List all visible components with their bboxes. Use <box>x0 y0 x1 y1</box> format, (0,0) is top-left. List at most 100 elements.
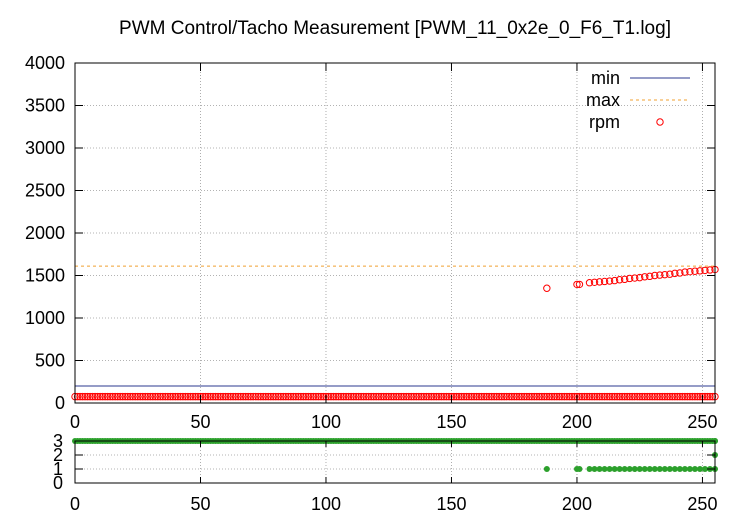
rpm-point <box>681 392 689 401</box>
rpm-point <box>573 280 581 289</box>
rpm-point <box>668 392 677 401</box>
rpm-point <box>101 392 109 401</box>
rpm-point <box>269 392 277 401</box>
rpm-point <box>364 392 373 401</box>
rpm-point <box>485 392 493 401</box>
sub-x-tick-label: 100 <box>311 494 341 514</box>
rpm-point <box>530 392 538 401</box>
state-point <box>616 466 623 472</box>
main-x-tick-label: 200 <box>562 412 592 432</box>
rpm-point <box>344 392 353 401</box>
rpm-point <box>630 274 639 282</box>
rpm-point <box>169 392 177 401</box>
rpm-point <box>671 269 679 278</box>
rpm-point <box>437 392 446 401</box>
rpm-point <box>656 271 664 279</box>
rpm-point <box>636 392 644 401</box>
rpm-point <box>369 392 378 401</box>
rpm-point <box>570 392 579 401</box>
main-y-tick-label: 1000 <box>25 308 65 328</box>
rpm-point <box>681 268 689 276</box>
rpm-point <box>583 392 591 401</box>
rpm-point <box>159 392 167 401</box>
main-x-tick-label: 250 <box>687 412 717 432</box>
rpm-point <box>706 266 714 274</box>
rpm-point <box>538 392 546 401</box>
rpm-point <box>442 392 451 401</box>
state-point <box>576 466 583 472</box>
rpm-point <box>297 392 305 401</box>
rpm-point <box>221 392 230 401</box>
rpm-point <box>678 392 687 401</box>
rpm-point <box>324 392 333 401</box>
rpm-point <box>563 392 571 401</box>
rpm-point <box>91 392 99 401</box>
rpm-point <box>427 392 436 401</box>
rpm-point <box>688 392 697 401</box>
rpm-point <box>646 272 654 281</box>
main-x-tick-label: 0 <box>70 412 80 432</box>
state-point <box>691 466 698 472</box>
rpm-point <box>553 392 561 401</box>
rpm-point <box>149 392 157 401</box>
rpm-point <box>703 392 712 401</box>
rpm-point <box>510 392 518 401</box>
rpm-point <box>201 392 210 401</box>
main-y-tick-label: 2500 <box>25 181 65 201</box>
rpm-point <box>618 392 626 401</box>
main-y-tick-label: 4000 <box>25 53 65 73</box>
rpm-point <box>405 392 413 401</box>
rpm-point <box>412 392 421 401</box>
rpm-point <box>492 392 501 401</box>
rpm-point <box>450 392 458 401</box>
rpm-point <box>482 392 491 401</box>
rpm-point <box>452 392 461 401</box>
rpm-point <box>410 392 418 401</box>
legend-label-min: min <box>591 68 620 88</box>
rpm-point <box>513 392 521 401</box>
rpm-point <box>480 392 488 401</box>
rpm-point <box>505 392 513 401</box>
rpm-point <box>249 392 257 401</box>
rpm-point <box>432 392 441 401</box>
state-point <box>596 466 603 472</box>
rpm-point <box>319 392 328 401</box>
rpm-point <box>683 392 692 401</box>
rpm-point <box>523 392 531 401</box>
sub-x-tick-label: 150 <box>436 494 466 514</box>
rpm-point <box>661 392 669 401</box>
rpm-point <box>578 392 586 401</box>
state-point <box>611 466 618 472</box>
rpm-point <box>472 392 481 401</box>
rpm-point <box>385 392 393 401</box>
rpm-point <box>575 280 584 289</box>
rpm-point <box>585 392 594 401</box>
rpm-point <box>354 392 363 401</box>
rpm-point <box>600 392 609 401</box>
chart-title: PWM Control/Tacho Measurement [PWM_11_0x… <box>119 18 671 39</box>
state-point <box>651 466 658 472</box>
sub-x-tick-label: 50 <box>190 494 210 514</box>
rpm-point <box>359 392 368 401</box>
rpm-point <box>76 392 84 401</box>
rpm-point <box>417 392 426 401</box>
sub-plot-border <box>74 440 716 484</box>
rpm-point <box>374 392 383 401</box>
rpm-point <box>189 392 197 401</box>
rpm-point <box>174 392 182 401</box>
rpm-point <box>309 392 318 401</box>
rpm-point <box>545 392 554 401</box>
rpm-point <box>86 392 94 401</box>
state-point <box>641 466 648 472</box>
state-point <box>606 466 613 472</box>
rpm-point <box>294 392 303 401</box>
rpm-point <box>377 392 385 401</box>
rpm-point <box>219 392 227 401</box>
legend-label-max: max <box>586 90 620 110</box>
sub-x-tick-label: 200 <box>562 494 592 514</box>
state-point <box>586 466 593 472</box>
rpm-point <box>676 392 684 401</box>
rpm-point <box>415 392 423 401</box>
main-x-tick-label: 150 <box>436 412 466 432</box>
rpm-point <box>81 392 89 401</box>
